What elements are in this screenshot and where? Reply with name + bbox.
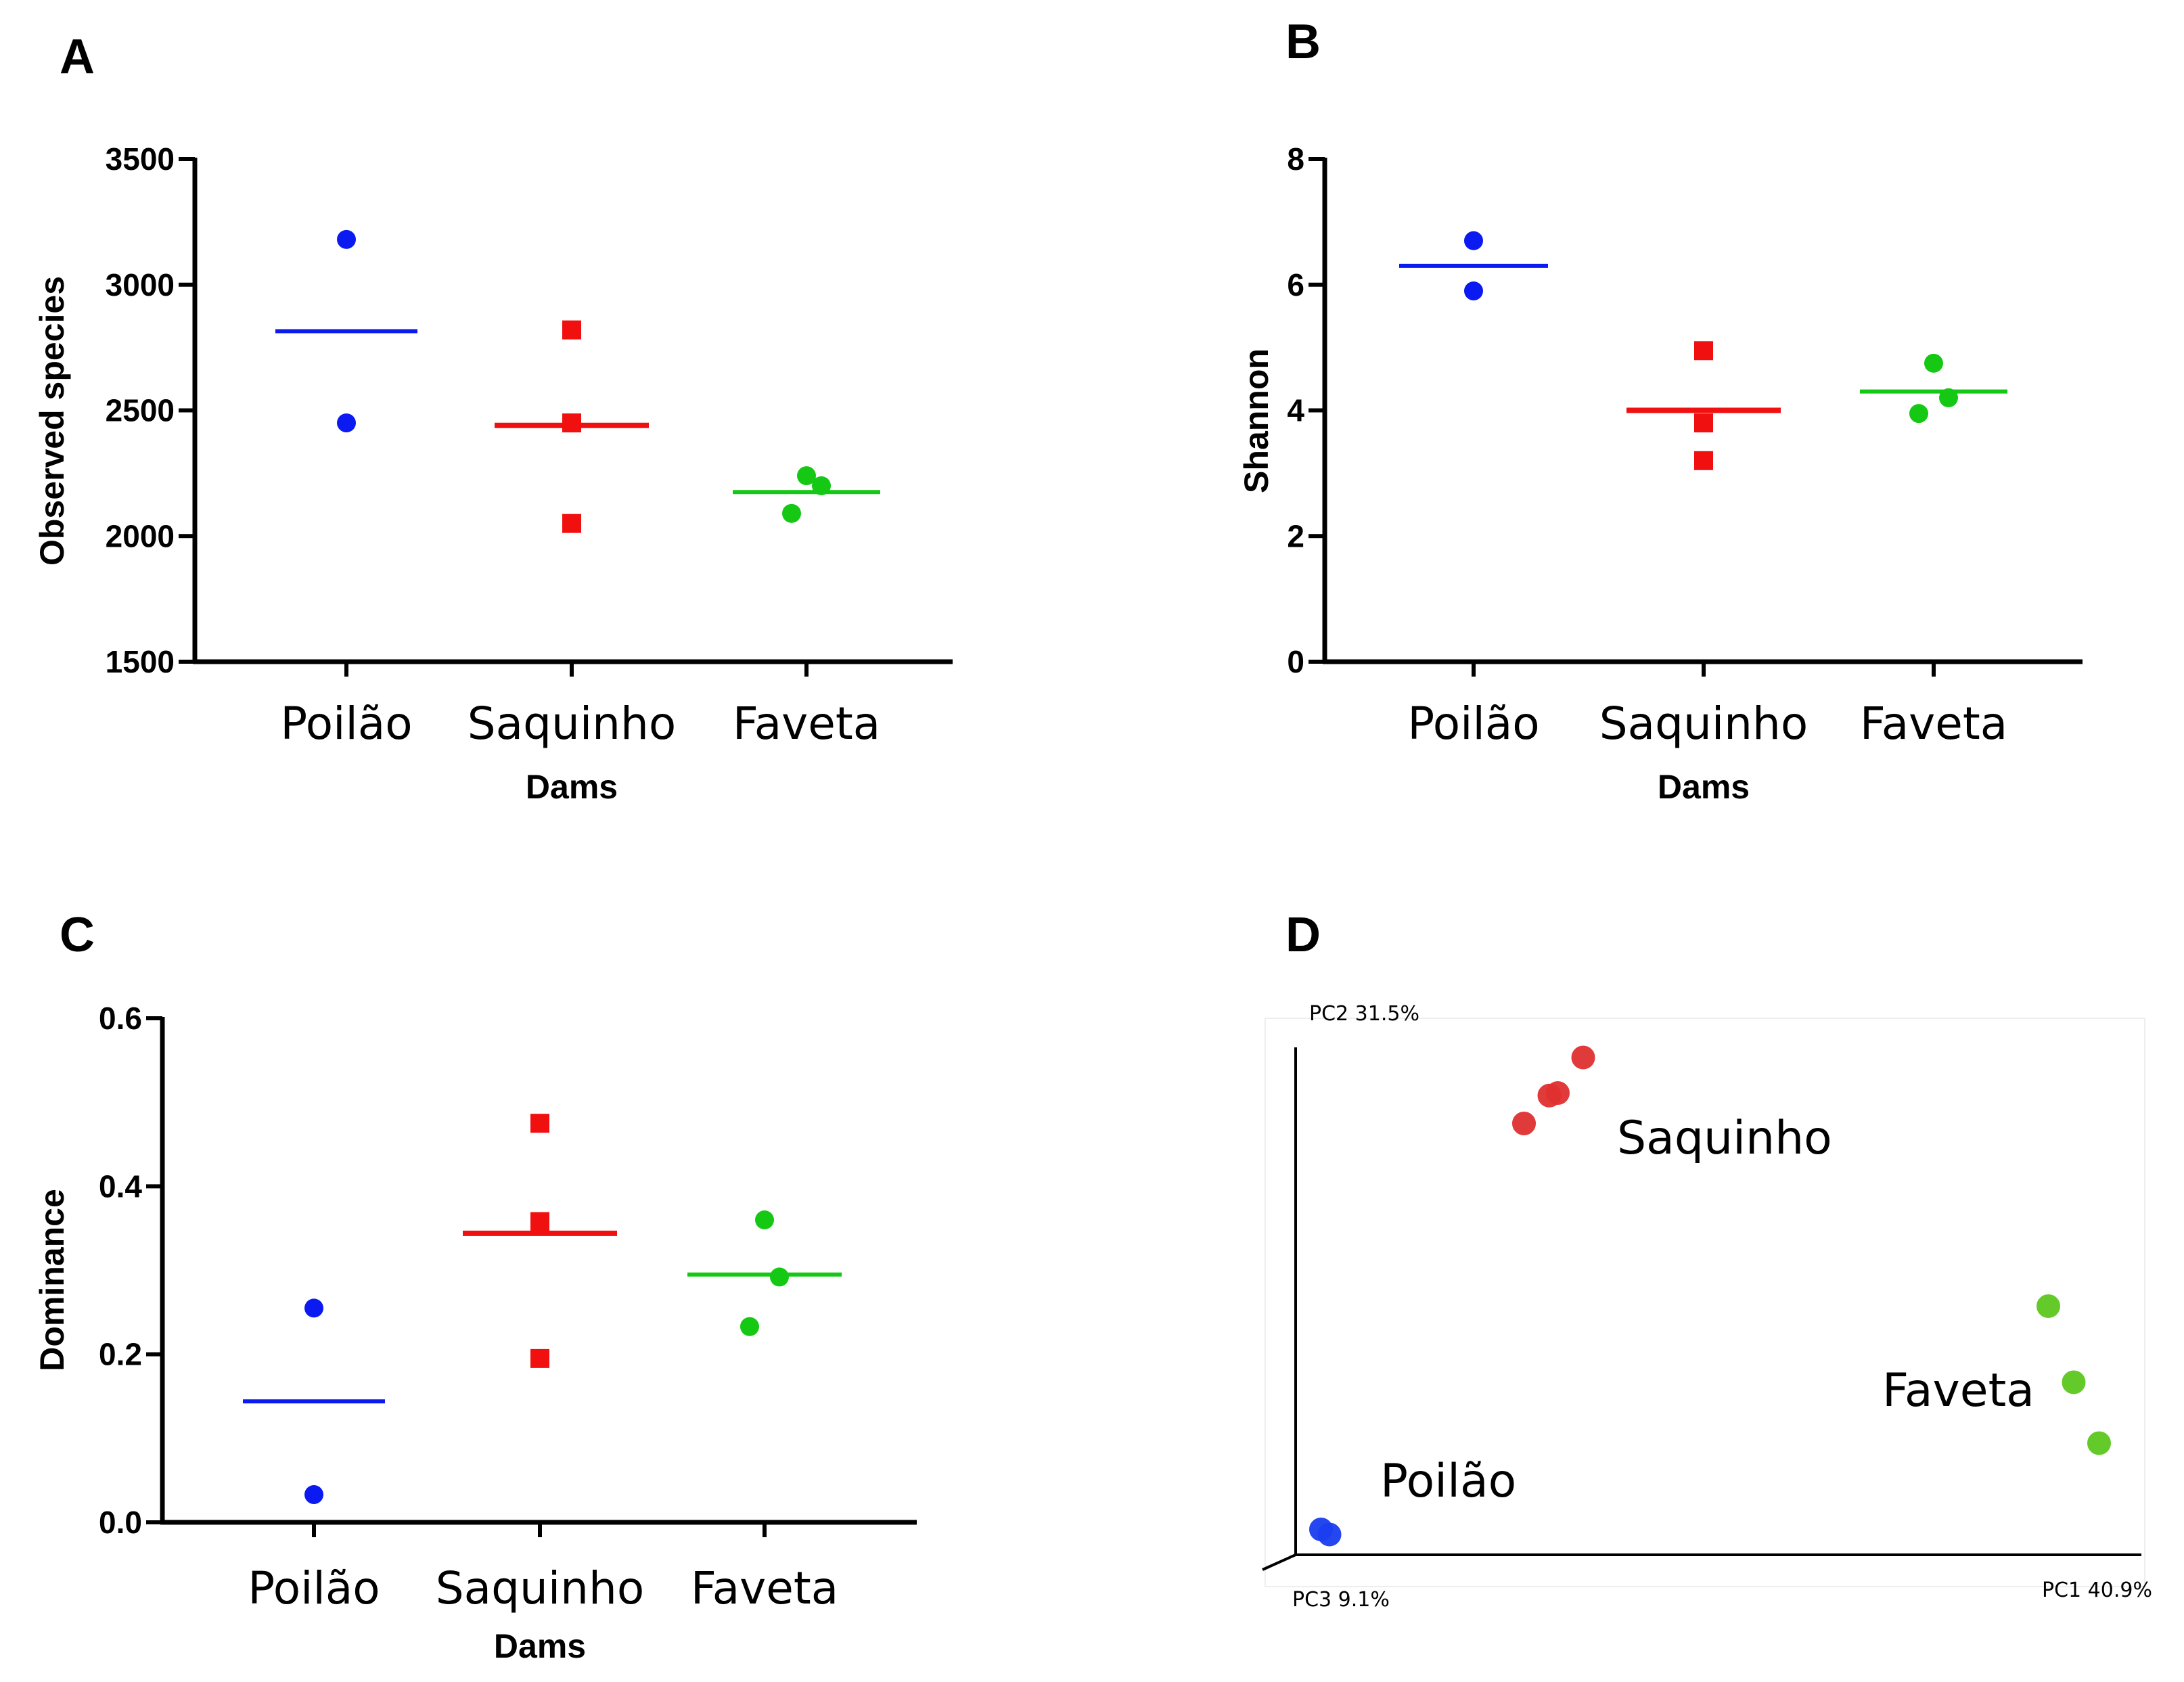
panel-b-x-axis-title: Dams xyxy=(1658,768,1750,806)
pcoa-frame xyxy=(1265,1018,2145,1587)
panel-b-category-label-saquinho: Saquinho xyxy=(1599,698,1808,750)
panel-b-y-tick-label: 8 xyxy=(1287,141,1304,177)
pc3-axis xyxy=(1262,1553,1296,1571)
panel-b-y-tick-label: 4 xyxy=(1287,393,1304,428)
pcoa-point-saquinho xyxy=(1537,1083,1562,1108)
panel-letter-a: A xyxy=(60,30,95,84)
pcoa-group-label-poilao: Poilão xyxy=(1380,1455,1516,1508)
panel-c-x-axis-title: Dams xyxy=(494,1627,586,1665)
panel-b-point-faveta xyxy=(1924,353,1943,373)
panel-b-category-label-poilao: Poilão xyxy=(1407,698,1539,750)
panel-c-point-faveta xyxy=(755,1210,774,1229)
panel-a-point-poilao xyxy=(337,413,356,433)
panel-a-y-tick-label: 3500 xyxy=(106,141,175,177)
pcoa-group-label-saquinho: Saquinho xyxy=(1617,1112,1832,1165)
panel-c-point-saquinho xyxy=(530,1212,549,1231)
panel-a-point-poilao xyxy=(337,229,356,249)
panel-b-point-faveta xyxy=(1909,404,1928,424)
panel-a-category-label-poilao: Poilão xyxy=(280,698,412,750)
pc3-axis-label: PC3 9.1% xyxy=(1292,1588,1390,1612)
panel-c-point-poilao xyxy=(304,1485,323,1505)
pcoa-point-saquinho xyxy=(1571,1045,1595,1070)
pc1-axis-label: PC1 40.9% xyxy=(2042,1578,2152,1602)
panel-b-category-label-faveta: Faveta xyxy=(1860,698,2007,750)
pcoa-point-faveta xyxy=(2062,1370,2086,1394)
panel-c-category-label-saquinho: Saquinho xyxy=(436,1562,644,1614)
panel-b-y-axis-title: Shannon xyxy=(1237,348,1275,493)
panel-a-x-axis-title: Dams xyxy=(526,768,618,806)
panel-c-category-label-faveta: Faveta xyxy=(691,1562,838,1614)
panel-b-y-tick-label: 6 xyxy=(1287,267,1304,302)
panel-letter-c: C xyxy=(60,908,95,962)
panel-a-point-faveta xyxy=(797,466,816,486)
panel-c-point-saquinho xyxy=(530,1114,549,1133)
panel-d-pcoa-chart: PC2 31.5% PC1 40.9% PC3 9.1% Saquinho Faveta… xyxy=(1262,1002,2152,1612)
pc2-axis-label: PC2 31.5% xyxy=(1309,1002,1419,1026)
panel-c-y-tick-label: 0.2 xyxy=(99,1337,142,1372)
panel-b-point-saquinho xyxy=(1694,413,1713,433)
pcoa-group-label-faveta: Faveta xyxy=(1882,1364,2034,1417)
panel-a-y-tick-label: 1500 xyxy=(106,644,175,679)
panel-a-point-faveta xyxy=(782,503,801,523)
panel-b-y-tick-label: 0 xyxy=(1287,644,1304,679)
panel-c-point-faveta xyxy=(740,1317,759,1336)
pcoa-point-faveta xyxy=(2037,1294,2060,1318)
panel-b-y-tick-label: 2 xyxy=(1287,518,1304,553)
panel-c-y-tick-label: 0.0 xyxy=(99,1505,142,1540)
panel-a-point-saquinho xyxy=(562,320,581,340)
panel-b-point-poilao xyxy=(1464,231,1483,250)
panel-a-category-label-faveta: Faveta xyxy=(733,698,880,750)
panel-a-y-tick-label: 2500 xyxy=(106,393,175,428)
panel-a-y-axis-title: Observed species xyxy=(33,276,71,566)
panel-a-point-saquinho xyxy=(562,514,581,533)
panel-c-y-axis-title: Dominance xyxy=(33,1189,71,1371)
panel-b-point-saquinho xyxy=(1694,451,1713,470)
panel-a-y-tick-label: 2000 xyxy=(106,518,175,553)
panel-c-point-poilao xyxy=(304,1298,323,1318)
panel-c-y-tick-label: 0.6 xyxy=(99,1001,142,1036)
panel-c-y-tick-label: 0.4 xyxy=(99,1168,142,1204)
panel-b-point-poilao xyxy=(1464,281,1483,301)
panel-letter-b: B xyxy=(1286,15,1321,69)
panel-letter-d: D xyxy=(1286,908,1321,962)
panel-c-chart: 0.0 0.2 0.4 0.6 Poilão Saquinho Faveta Dams Domi… xyxy=(33,1001,917,1665)
panel-a-y-tick-label: 3000 xyxy=(106,267,175,302)
panel-a-category-label-saquinho: Saquinho xyxy=(468,698,676,750)
panel-c-category-label-poilao: Poilão xyxy=(248,1562,380,1614)
panel-b-point-saquinho xyxy=(1694,341,1713,361)
pcoa-point-saquinho xyxy=(1512,1112,1536,1135)
pcoa-point-poilao xyxy=(1317,1522,1342,1547)
panel-b-chart: 0 2 4 6 8 Poilão Saquinho Faveta Dams Shannon xyxy=(1237,141,2083,806)
panel-c-point-saquinho xyxy=(530,1348,549,1368)
panel-a-chart: 1500 2000 2500 3000 3500 Poilão Saquinho Faveta… xyxy=(33,141,953,806)
pcoa-point-faveta xyxy=(2087,1431,2111,1455)
panel-c-point-faveta xyxy=(770,1267,789,1287)
